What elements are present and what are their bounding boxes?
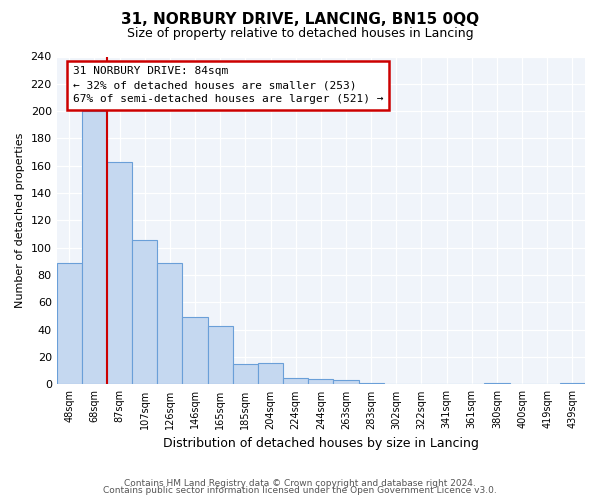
Bar	[82, 111, 107, 384]
X-axis label: Distribution of detached houses by size in Lancing: Distribution of detached houses by size …	[163, 437, 479, 450]
Bar	[258, 362, 283, 384]
Text: Contains public sector information licensed under the Open Government Licence v3: Contains public sector information licen…	[103, 486, 497, 495]
Bar	[208, 326, 233, 384]
Bar	[132, 240, 157, 384]
Bar	[233, 364, 258, 384]
Bar	[107, 162, 132, 384]
Bar	[484, 383, 509, 384]
Bar	[56, 263, 82, 384]
Text: Contains HM Land Registry data © Crown copyright and database right 2024.: Contains HM Land Registry data © Crown c…	[124, 478, 476, 488]
Text: 31, NORBURY DRIVE, LANCING, BN15 0QQ: 31, NORBURY DRIVE, LANCING, BN15 0QQ	[121, 12, 479, 28]
Bar	[283, 378, 308, 384]
Text: Size of property relative to detached houses in Lancing: Size of property relative to detached ho…	[127, 28, 473, 40]
Bar	[308, 379, 334, 384]
Bar	[359, 383, 384, 384]
Y-axis label: Number of detached properties: Number of detached properties	[15, 133, 25, 308]
Bar	[157, 263, 182, 384]
Bar	[560, 383, 585, 384]
Bar	[334, 380, 359, 384]
Bar	[182, 318, 208, 384]
Text: 31 NORBURY DRIVE: 84sqm
← 32% of detached houses are smaller (253)
67% of semi-d: 31 NORBURY DRIVE: 84sqm ← 32% of detache…	[73, 66, 383, 104]
